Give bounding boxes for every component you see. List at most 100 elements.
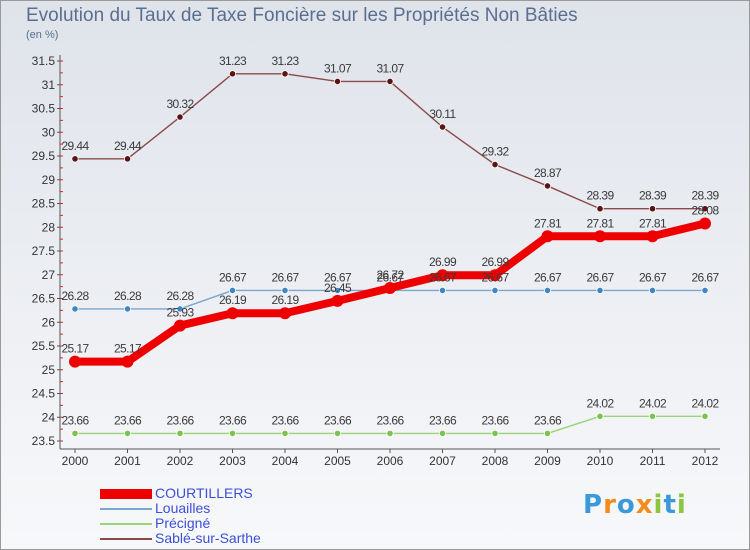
- legend-label-louailles: Louailles: [155, 500, 211, 516]
- data-point-precigne: [281, 429, 289, 437]
- data-label-precigne: 24.02: [639, 396, 667, 410]
- y-tick-label: 31: [42, 78, 56, 92]
- data-label-precigne: 23.66: [534, 413, 562, 427]
- data-point-courtillers: [279, 307, 291, 320]
- data-point-courtillers: [646, 230, 659, 243]
- data-label-louailles: 26.67: [219, 270, 247, 284]
- data-point-sable-sur-sarthe: [386, 77, 394, 86]
- data-label-louailles: 26.67: [534, 270, 562, 284]
- data-label-sable-sur-sarthe: 31.07: [376, 61, 404, 75]
- y-tick-label: 29.5: [32, 149, 56, 163]
- data-label-sable-sur-sarthe: 28.39: [639, 189, 667, 203]
- data-label-sable-sur-sarthe: 31.23: [271, 54, 299, 68]
- y-tick-label: 26: [42, 315, 56, 329]
- data-label-louailles: 26.28: [166, 289, 194, 303]
- y-tick-label: 25: [42, 363, 56, 377]
- legend-swatch-courtillers: [100, 489, 152, 499]
- y-tick-label: 23.5: [32, 434, 56, 448]
- data-point-precigne: [491, 429, 499, 437]
- data-point-precigne: [596, 412, 604, 420]
- data-label-courtillers: 26.72: [376, 268, 404, 282]
- data-label-precigne: 23.66: [324, 413, 352, 427]
- data-label-louailles: 26.67: [271, 270, 299, 284]
- data-label-precigne: 23.66: [219, 413, 247, 427]
- data-point-precigne: [176, 429, 184, 437]
- data-label-sable-sur-sarthe: 29.32: [481, 145, 509, 159]
- x-tick-label: 2010: [587, 454, 614, 468]
- data-point-louailles: [596, 286, 604, 295]
- data-point-precigne: [648, 412, 657, 420]
- data-point-louailles: [491, 286, 499, 295]
- data-point-precigne: [333, 429, 342, 437]
- data-point-sable-sur-sarthe: [543, 182, 552, 190]
- data-point-louailles: [543, 286, 552, 295]
- data-label-courtillers: 25.17: [114, 342, 142, 356]
- data-point-courtillers: [384, 282, 396, 295]
- data-point-courtillers: [594, 230, 606, 243]
- data-point-louailles: [228, 286, 237, 295]
- data-label-precigne: 24.02: [691, 396, 719, 410]
- data-point-precigne: [228, 429, 237, 437]
- data-label-courtillers: 27.81: [639, 216, 667, 230]
- y-tick-label: 24.5: [32, 387, 56, 401]
- data-point-courtillers: [489, 269, 501, 282]
- x-tick-label: 2011: [640, 454, 666, 468]
- x-tick-label: 2009: [534, 454, 561, 468]
- data-point-sable-sur-sarthe: [333, 77, 342, 86]
- x-tick-label: 2012: [692, 454, 719, 468]
- data-point-louailles: [438, 286, 447, 295]
- data-label-precigne: 23.66: [481, 413, 509, 427]
- data-label-sable-sur-sarthe: 31.07: [324, 61, 352, 75]
- legend-label-precigne: Précigné: [155, 515, 211, 531]
- data-point-courtillers: [226, 307, 239, 320]
- y-tick-label: 29: [42, 173, 56, 187]
- data-label-louailles: 26.67: [639, 270, 667, 284]
- data-point-louailles: [648, 286, 657, 295]
- data-point-louailles: [176, 305, 184, 313]
- data-point-precigne: [71, 429, 79, 437]
- data-label-louailles: 26.67: [691, 270, 719, 284]
- data-label-sable-sur-sarthe: 30.11: [429, 107, 456, 121]
- x-tick-label: 2006: [377, 454, 404, 468]
- data-point-sable-sur-sarthe: [701, 205, 709, 213]
- y-tick-label: 27.5: [32, 244, 56, 258]
- data-label-precigne: 24.02: [586, 396, 614, 410]
- legend-swatch-louailles: [100, 508, 152, 510]
- data-point-courtillers: [121, 355, 134, 368]
- x-tick-label: 2004: [272, 454, 299, 468]
- logo-letter: x: [635, 490, 654, 520]
- y-tick-label: 27: [42, 268, 56, 282]
- x-tick-label: 2002: [167, 454, 194, 468]
- data-point-louailles: [71, 305, 79, 313]
- chart-subtitle: (en %): [26, 29, 59, 41]
- y-tick-label: 26.5: [32, 292, 56, 306]
- data-label-courtillers: 26.19: [271, 293, 299, 307]
- data-label-precigne: 23.66: [166, 413, 194, 427]
- logo-letter: o: [616, 490, 636, 520]
- data-label-precigne: 23.66: [271, 413, 299, 427]
- data-point-precigne: [386, 429, 394, 437]
- data-label-precigne: 23.66: [114, 413, 142, 427]
- data-point-courtillers: [699, 217, 711, 230]
- data-point-sable-sur-sarthe: [176, 113, 184, 121]
- data-point-sable-sur-sarthe: [648, 205, 657, 213]
- y-tick-label: 31.5: [32, 54, 56, 68]
- data-point-louailles: [123, 305, 132, 313]
- data-label-courtillers: 26.99: [429, 255, 457, 269]
- logo-letter: P: [583, 490, 604, 520]
- data-label-louailles: 26.67: [481, 270, 509, 284]
- data-label-courtillers: 26.19: [219, 293, 247, 307]
- data-label-sable-sur-sarthe: 29.44: [61, 139, 89, 153]
- data-label-courtillers: 26.99: [481, 255, 509, 269]
- data-label-precigne: 23.66: [61, 413, 89, 427]
- data-point-louailles: [281, 286, 289, 295]
- chart-title: Evolution du Taux de Taxe Foncière sur l…: [26, 5, 578, 26]
- data-point-sable-sur-sarthe: [491, 160, 499, 169]
- data-label-courtillers: 27.81: [586, 216, 614, 230]
- data-label-precigne: 23.66: [429, 413, 457, 427]
- data-label-precigne: 23.66: [376, 413, 404, 427]
- proxiti-logo: Proxiti: [583, 490, 687, 520]
- y-tick-label: 30.5: [32, 102, 56, 116]
- data-label-sable-sur-sarthe: 28.39: [586, 189, 614, 203]
